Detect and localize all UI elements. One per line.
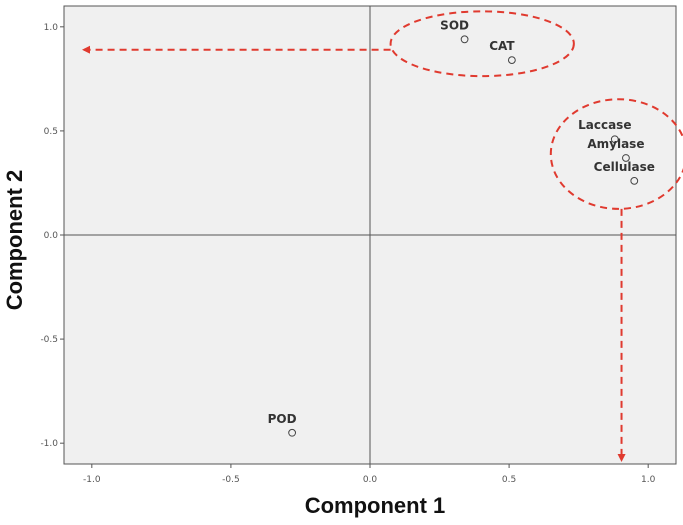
y-tick-label: 0.0 (44, 231, 59, 241)
group-ellipse-1 (389, 10, 575, 78)
point-label-pod: POD (268, 412, 297, 426)
y-axis-title: Component 2 (2, 170, 27, 311)
point-laccase (610, 135, 619, 144)
point-cat (507, 56, 516, 65)
data-points: SOD CAT Laccase Amylase Cellulase POD (268, 18, 655, 437)
x-tick-label: -0.5 (222, 475, 240, 485)
x-tick-label: -1.0 (83, 475, 101, 485)
reference-lines (64, 6, 676, 464)
x-tick-label: 0.5 (502, 475, 516, 485)
point-label-cat: CAT (489, 39, 515, 53)
point-label-sod: SOD (440, 18, 469, 32)
point-cellulase (630, 176, 639, 185)
x-axis-ticks: -1.0 -0.5 0.0 0.5 1.0 (83, 464, 656, 485)
x-tick-label: 1.0 (641, 475, 656, 485)
point-label-cellulase: Cellulase (594, 160, 655, 174)
point-sod (460, 35, 469, 44)
y-tick-label: 0.5 (44, 127, 58, 137)
y-tick-label: -0.5 (40, 335, 58, 345)
y-axis-ticks: -1.0 -0.5 0.0 0.5 1.0 (40, 23, 64, 449)
group-annotations (82, 10, 683, 462)
group-ellipse-2 (549, 98, 683, 210)
y-tick-label: 1.0 (44, 23, 59, 33)
y-tick-label: -1.0 (40, 439, 58, 449)
point-label-amylase: Amylase (587, 137, 644, 151)
x-tick-label: 0.0 (363, 475, 378, 485)
point-label-laccase: Laccase (578, 118, 631, 132)
x-axis-title: Component 1 (305, 493, 446, 518)
point-pod (288, 428, 297, 437)
point-amylase (622, 154, 630, 162)
